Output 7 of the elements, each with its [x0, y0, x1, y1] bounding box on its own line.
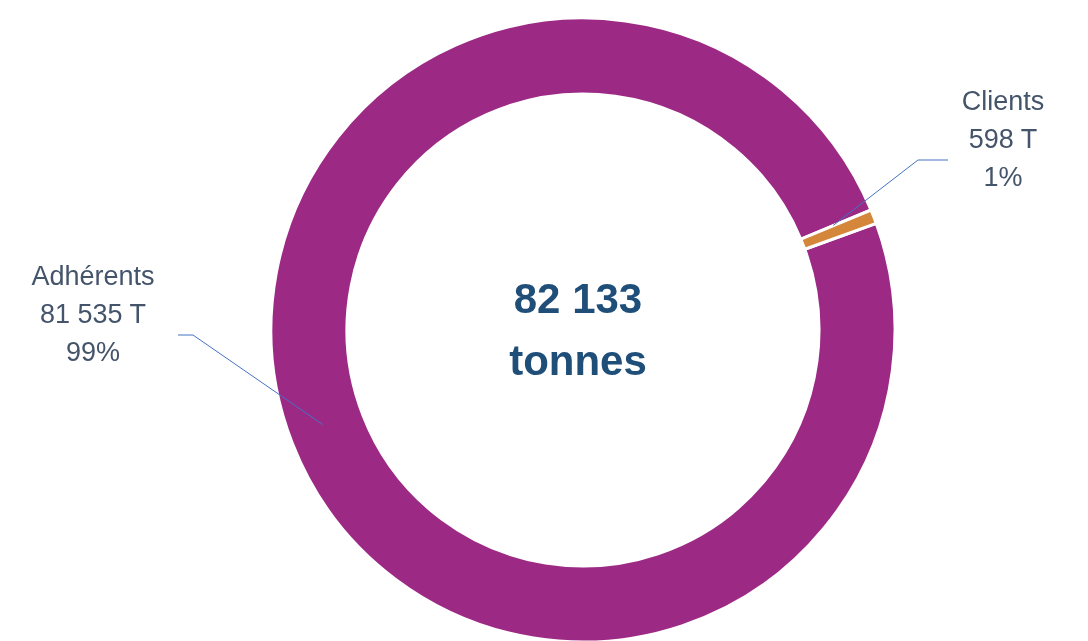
donut-slice: [799, 208, 878, 251]
data-label: 81 535 T 99%: [39, 299, 147, 367]
text: 82 133 tonnes: [509, 275, 647, 384]
data-label: 598 T 1%: [968, 124, 1038, 192]
slice-label: Adhérents: [31, 261, 155, 291]
donut-slice: [269, 16, 897, 641]
slice-label: Clients: [961, 86, 1045, 116]
